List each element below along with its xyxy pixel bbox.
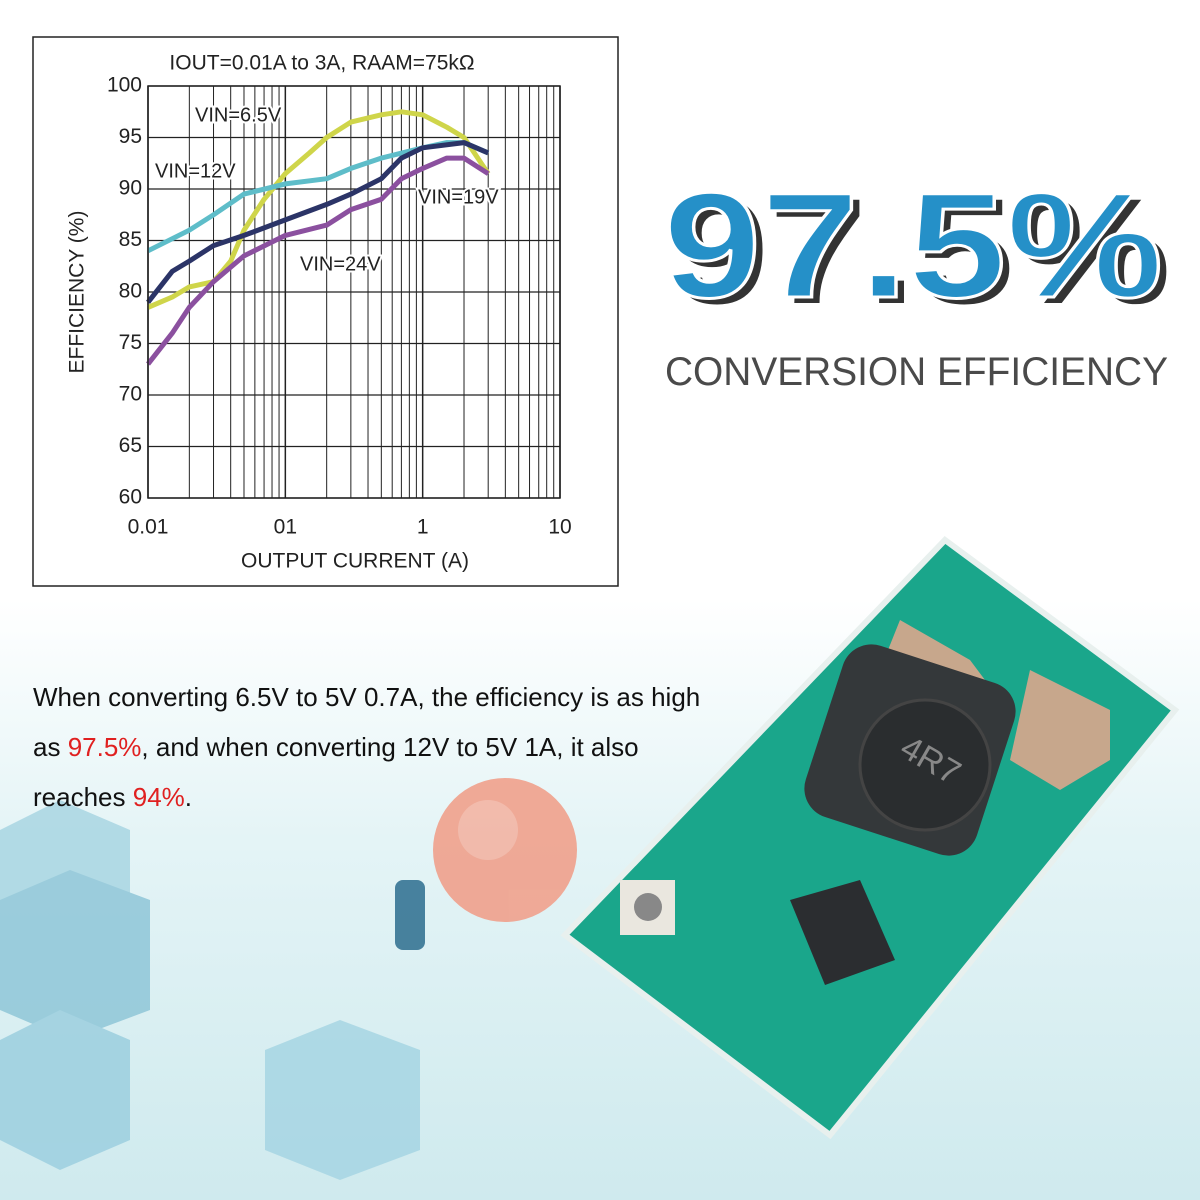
y-tick-label: 90 — [119, 177, 142, 200]
series-label: VIN=12V — [155, 160, 236, 182]
headline: 97.5% — [663, 161, 1163, 329]
chart-title: IOUT=0.01A to 3A, RAAM=75kΩ — [169, 52, 474, 75]
series-label: VIN=19V — [418, 186, 499, 208]
description-text: When converting 6.5V to 5V 0.7A, the eff… — [33, 682, 701, 762]
y-tick-label: 95 — [119, 125, 142, 148]
y-tick-label: 75 — [119, 331, 142, 354]
x-tick-label: 10 — [548, 516, 571, 539]
x-tick-label: 01 — [274, 516, 297, 539]
y-tick-label: 80 — [119, 280, 142, 303]
y-tick-label: 100 — [107, 74, 142, 97]
series-label: VIN=24V — [300, 253, 381, 275]
series-line — [146, 140, 490, 304]
chart-frame — [32, 36, 619, 587]
y-tick-label: 70 — [119, 383, 142, 406]
y-tick-label: 65 — [119, 434, 142, 457]
y-tick-label: 85 — [119, 228, 142, 251]
series-label: VIN=6.5V — [195, 104, 282, 126]
description-text: . — [184, 782, 193, 812]
headline-caption: CONVERSION EFFICIENCY — [665, 350, 1168, 394]
x-tick-label: 1 — [417, 516, 429, 539]
description: When converting 6.5V to 5V 0.7A, the eff… — [33, 672, 723, 822]
x-tick-label: 0.01 — [128, 516, 169, 539]
description-text: , and when converting 12V to 5V 1A, it a… — [33, 732, 639, 812]
y-tick-label: 60 — [119, 486, 142, 509]
plot-border — [147, 85, 561, 499]
series-line — [146, 155, 490, 366]
plot: 60 65 70 75 80 85 90 95 100 0.01 01 1 10 VIN=6.5V VIN=… — [107, 74, 572, 539]
highlight: 97.5% — [67, 732, 142, 762]
x-axis-label: OUTPUT CURRENT (A) — [241, 550, 469, 573]
series-line — [147, 109, 491, 310]
headline-shadow: 97.5% — [671, 167, 1171, 335]
highlight: 94% — [132, 782, 185, 812]
pcb-board: 4R7 — [560, 536, 1180, 1140]
y-axis-label: EFFICIENCY (%) — [66, 211, 89, 374]
illustration — [0, 778, 577, 1180]
